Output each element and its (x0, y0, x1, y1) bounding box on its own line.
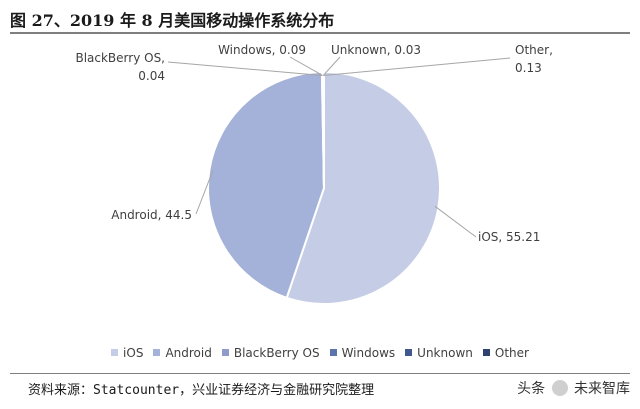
legend-item-windows: Windows (329, 346, 396, 360)
legend-label-ios: iOS (123, 346, 144, 360)
legend-item-other: Other (482, 346, 529, 360)
data-label-blackberry-os: BlackBerry OS, 0.04 (75, 51, 165, 83)
legend-swatch-android (153, 349, 161, 356)
data-label-ios: iOS, 55.21 (478, 230, 540, 244)
pie-slice-ios (285, 70, 441, 305)
data-label-windows: Windows, 0.09 (218, 43, 306, 57)
legend-label-windows: Windows (341, 346, 396, 360)
legend-item-blackberry-os: BlackBerry OS (221, 346, 320, 360)
data-label-other: Other, 0.13 (515, 43, 553, 75)
legend-swatch-other (482, 349, 490, 356)
source-rule (10, 373, 630, 374)
legend-swatch-unknown (405, 349, 413, 356)
data-label-unknown: Unknown, 0.03 (331, 43, 421, 57)
legend-label-unknown: Unknown (417, 346, 473, 360)
leader-line-android (195, 170, 214, 215)
leader-line-ios (434, 205, 477, 238)
legend-item-ios: iOS (111, 346, 143, 360)
watermark-prefix: 头条 (517, 381, 546, 397)
source-note: 资料来源：Statcounter，兴业证券经济与金融研究院整理 (28, 383, 375, 398)
chart-legend: iOS Android BlackBerry OS Windows Unknown Oth… (0, 346, 640, 360)
legend-label-android: Android (165, 346, 212, 360)
title-rule (10, 32, 630, 34)
legend-swatch-windows (329, 349, 337, 356)
leader-line-blackberry-os (167, 61, 323, 76)
legend-label-blackberry-os: BlackBerry OS (233, 346, 320, 360)
legend-label-other: Other (494, 346, 529, 360)
pie-slice-other (322, 70, 325, 189)
watermark: 头条 未来智库 (517, 378, 630, 398)
legend-item-unknown: Unknown (405, 346, 473, 360)
watermark-logo-icon (551, 380, 568, 396)
leader-line-other (323, 57, 511, 76)
data-label-android: Android, 44.5 (111, 208, 192, 222)
leader-line-windows (289, 56, 323, 76)
leader-line-unknown (322, 56, 341, 76)
watermark-suffix: 未来智库 (574, 381, 630, 397)
legend-item-android: Android (153, 346, 212, 360)
legend-swatch-blackberry-os (221, 349, 229, 356)
legend-swatch-ios (111, 349, 119, 356)
pie-slice-android (207, 70, 326, 300)
figure-title: 图 27、2019 年 8 月美国移动操作系统分布 (10, 11, 335, 30)
